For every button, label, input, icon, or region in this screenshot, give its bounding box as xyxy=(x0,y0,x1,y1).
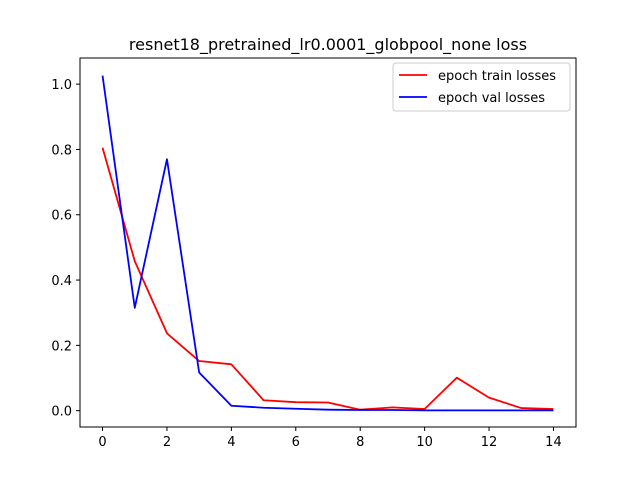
legend-label-train: epoch train losses xyxy=(438,69,556,84)
x-axis: 0 2 4 6 8 10 12 14 xyxy=(98,427,562,450)
x-tick-label: 4 xyxy=(227,435,235,450)
legend: epoch train losses epoch val losses xyxy=(392,62,571,112)
series-layer xyxy=(101,75,554,412)
y-tick-label: 0.2 xyxy=(51,339,72,354)
y-tick-label: 0.6 xyxy=(51,209,72,224)
x-tick-label: 8 xyxy=(356,435,364,450)
y-tick-label: 0.8 xyxy=(51,143,72,158)
legend-label-val: epoch val losses xyxy=(438,91,545,106)
x-tick-label: 2 xyxy=(163,435,171,450)
x-tick-label: 0 xyxy=(98,435,106,450)
y-tick-label: 0.4 xyxy=(51,274,72,289)
legend-box xyxy=(392,62,571,112)
x-tick-label: 12 xyxy=(481,435,498,450)
train-loss-line xyxy=(101,147,554,411)
y-tick-label: 1.0 xyxy=(51,78,72,93)
x-tick-label: 10 xyxy=(416,435,433,450)
y-axis: 0.0 0.2 0.4 0.6 0.8 1.0 xyxy=(51,78,80,420)
x-tick-label: 14 xyxy=(545,435,562,450)
y-tick-label: 0.0 xyxy=(51,405,72,420)
chart-title: resnet18_pretrained_lr0.0001_globpool_no… xyxy=(129,35,527,55)
x-tick-label: 6 xyxy=(292,435,300,450)
val-loss-line xyxy=(101,75,554,412)
plot-frame xyxy=(79,57,577,428)
